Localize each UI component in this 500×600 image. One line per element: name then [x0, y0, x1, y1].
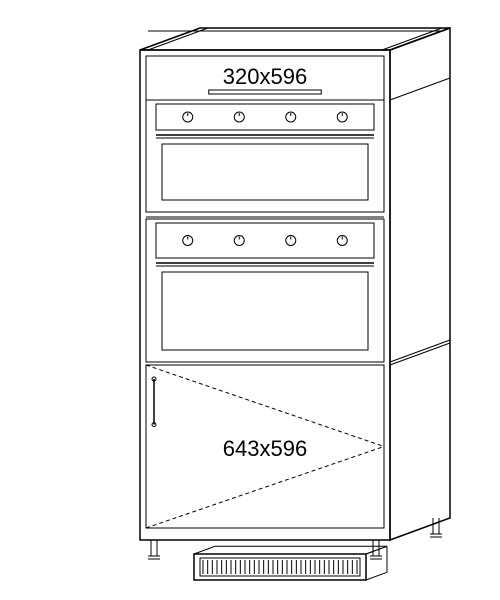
oven-upper-frame — [146, 100, 384, 212]
top-drawer-label: 320x596 — [223, 64, 307, 89]
door-swing-line — [146, 365, 384, 447]
oven-lower-frame — [146, 219, 384, 362]
oven-upper-panel — [156, 104, 374, 130]
cabinet-front-outline — [140, 50, 390, 540]
vent-grille — [200, 558, 360, 576]
cabinet-diagram: 320x596 643x596 — [0, 0, 500, 600]
oven-lower-panel — [156, 223, 374, 258]
drawer-handle — [209, 90, 322, 94]
oven-upper-window — [162, 144, 368, 200]
cabinet-side-face — [390, 28, 450, 540]
bottom-door-label: 643x596 — [223, 436, 307, 461]
oven-lower-window — [162, 272, 368, 350]
plinth-top-face — [194, 546, 387, 554]
